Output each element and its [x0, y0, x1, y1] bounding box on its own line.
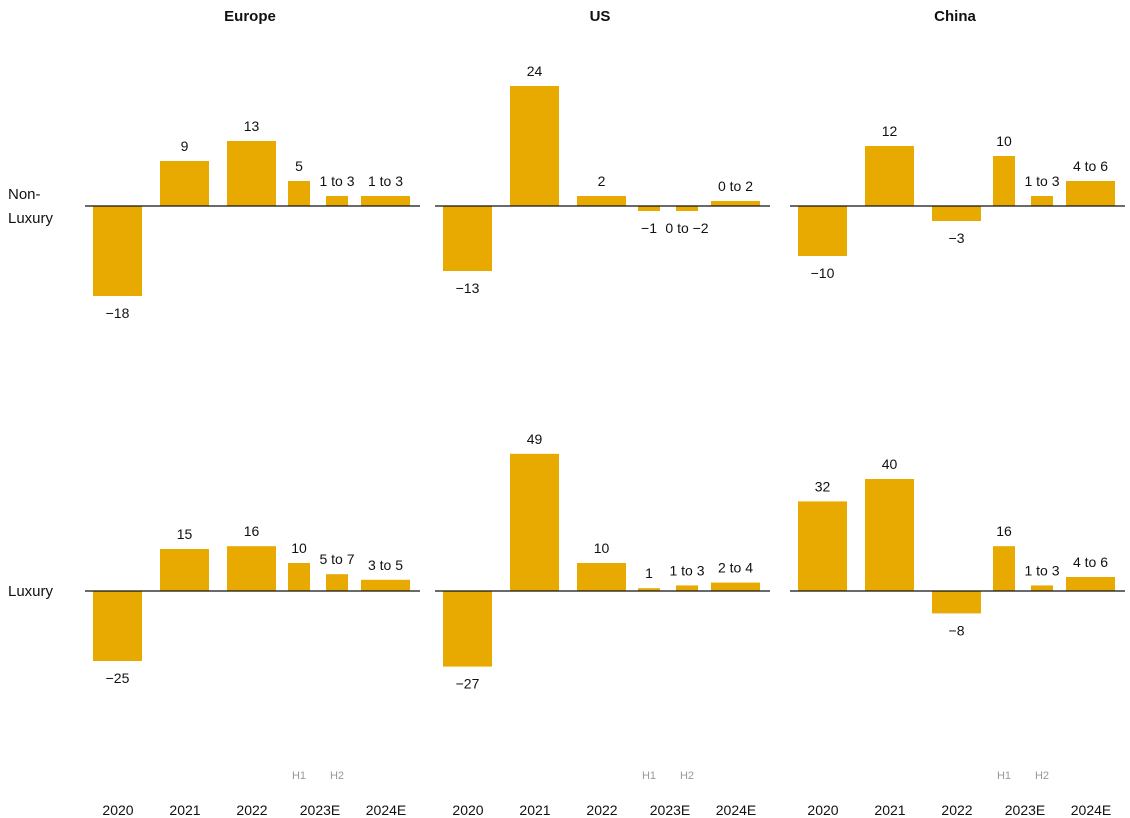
x-tick-label: 2024E: [1071, 802, 1111, 818]
bar-china-luxury-4: [1031, 585, 1053, 591]
data-label: 10: [996, 133, 1012, 149]
data-label: 15: [177, 526, 193, 542]
bar-us-non-luxury-2: [577, 196, 626, 206]
bar-europe-luxury-0: [93, 591, 142, 661]
half-label-h1: H1: [292, 770, 306, 782]
row-label-non-luxury: Non-Luxury: [8, 186, 54, 227]
x-tick-label: 2022: [236, 802, 267, 818]
data-label: −27: [456, 676, 480, 692]
bar-china-luxury-5: [1066, 577, 1115, 591]
bar-china-luxury-2: [932, 591, 981, 614]
x-tick-label: 2023E: [300, 802, 340, 818]
data-label: 1 to 3: [1024, 173, 1059, 189]
data-label: 32: [815, 478, 831, 494]
bar-china-non-luxury-1: [865, 146, 914, 206]
data-label: 13: [244, 118, 260, 134]
data-label: −18: [106, 305, 130, 321]
data-label: 2 to 4: [718, 560, 753, 576]
bar-europe-luxury-3: [288, 563, 310, 591]
half-label-h2: H2: [330, 770, 344, 782]
data-label: −8: [949, 622, 965, 638]
data-label: 16: [244, 523, 260, 539]
data-label: −13: [456, 280, 480, 296]
data-label: 9: [181, 138, 189, 154]
half-label-h2: H2: [680, 770, 694, 782]
bar-china-luxury-1: [865, 479, 914, 591]
x-tick-label: 2022: [586, 802, 617, 818]
data-label: −10: [811, 265, 835, 281]
x-tick-label: 2021: [169, 802, 200, 818]
bar-us-non-luxury-1: [510, 86, 559, 206]
data-label: 3 to 5: [368, 557, 403, 573]
bar-us-non-luxury-0: [443, 206, 492, 271]
bar-us-luxury-4: [676, 585, 698, 591]
data-label: 1 to 3: [368, 173, 403, 189]
bar-us-non-luxury-3: [638, 206, 660, 211]
bar-europe-non-luxury-5: [361, 196, 410, 206]
data-label: 10: [594, 540, 610, 556]
half-label-h2: H2: [1035, 770, 1049, 782]
panel-title-us: US: [590, 8, 611, 25]
bar-europe-luxury-2: [227, 546, 276, 591]
x-tick-label: 2023E: [650, 802, 690, 818]
data-label: 0 to −2: [665, 220, 708, 236]
bar-china-non-luxury-0: [798, 206, 847, 256]
bar-europe-luxury-5: [361, 579, 410, 591]
x-tick-label: 2022: [941, 802, 972, 818]
x-tick-label: 2023E: [1005, 802, 1045, 818]
x-tick-label: 2020: [102, 802, 133, 818]
data-label: 1 to 3: [1024, 562, 1059, 578]
bar-china-non-luxury-4: [1031, 196, 1053, 206]
row-label-luxury: Luxury: [8, 583, 54, 600]
bar-china-non-luxury-5: [1066, 181, 1115, 206]
bar-china-luxury-3: [993, 546, 1015, 591]
data-label: 5: [295, 158, 303, 174]
data-label: 24: [527, 63, 543, 79]
data-label: 1: [645, 565, 653, 581]
data-label: 5 to 7: [319, 551, 354, 567]
bar-china-non-luxury-2: [932, 206, 981, 221]
bar-europe-luxury-4: [326, 574, 348, 591]
bar-us-luxury-2: [577, 563, 626, 591]
data-label: 1 to 3: [319, 173, 354, 189]
data-label: 12: [882, 123, 898, 139]
bar-us-luxury-5: [711, 582, 760, 591]
bar-europe-non-luxury-2: [227, 141, 276, 206]
x-tick-label: 2020: [452, 802, 483, 818]
x-tick-label: 2021: [519, 802, 550, 818]
bar-us-non-luxury-5: [711, 201, 760, 206]
half-label-h1: H1: [642, 770, 656, 782]
bar-europe-luxury-1: [160, 549, 209, 591]
data-label: 16: [996, 523, 1012, 539]
data-label: −3: [949, 230, 965, 246]
data-label: 49: [527, 431, 543, 447]
x-tick-label: 2024E: [716, 802, 756, 818]
bar-us-luxury-3: [638, 588, 660, 591]
bar-europe-non-luxury-0: [93, 206, 142, 296]
x-tick-label: 2021: [874, 802, 905, 818]
x-tick-label: 2024E: [366, 802, 406, 818]
data-label: 40: [882, 456, 898, 472]
half-label-h1: H1: [997, 770, 1011, 782]
data-label: −1: [641, 220, 657, 236]
panel-title-europe: Europe: [224, 8, 276, 25]
data-label: 10: [291, 540, 307, 556]
data-label: 1 to 3: [669, 562, 704, 578]
bar-us-luxury-1: [510, 453, 559, 591]
bar-china-non-luxury-3: [993, 156, 1015, 206]
bar-europe-non-luxury-4: [326, 196, 348, 206]
bar-china-luxury-0: [798, 501, 847, 591]
panel-title-china: China: [934, 8, 976, 25]
data-label: 4 to 6: [1073, 158, 1108, 174]
bar-us-non-luxury-4: [676, 206, 698, 211]
data-label: −25: [106, 670, 130, 686]
data-label: 4 to 6: [1073, 554, 1108, 570]
bar-us-luxury-0: [443, 591, 492, 667]
data-label: 2: [598, 173, 606, 189]
bar-europe-non-luxury-1: [160, 161, 209, 206]
bar-europe-non-luxury-3: [288, 181, 310, 206]
data-label: 0 to 2: [718, 178, 753, 194]
x-tick-label: 2020: [807, 802, 838, 818]
